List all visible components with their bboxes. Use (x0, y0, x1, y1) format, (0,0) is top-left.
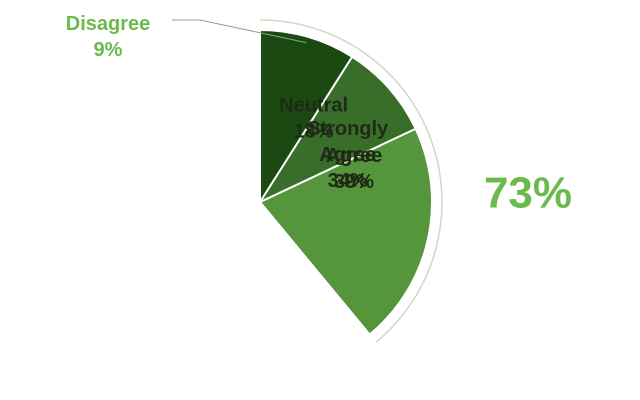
slice-label-neutral: Neutral 18% (279, 95, 348, 143)
highlight-total-label: 73% (484, 169, 572, 218)
slice-label-agree: Agree 39% (326, 145, 383, 193)
pie-slice-disagree (259, 28, 354, 206)
highlight-arc-layer (259, 19, 443, 343)
slice-label-disagree: Disagree 9% (66, 13, 151, 61)
labels-layer: Strongly Agree 34%Agree 39%Neutral 18% Disagr… (66, 13, 389, 193)
slice-label-strongly-agree: Strongly Agree 34% (307, 118, 389, 192)
callout-leader-line (172, 19, 307, 44)
slices-layer (259, 28, 433, 336)
highlight-bracket-arc (259, 19, 443, 343)
